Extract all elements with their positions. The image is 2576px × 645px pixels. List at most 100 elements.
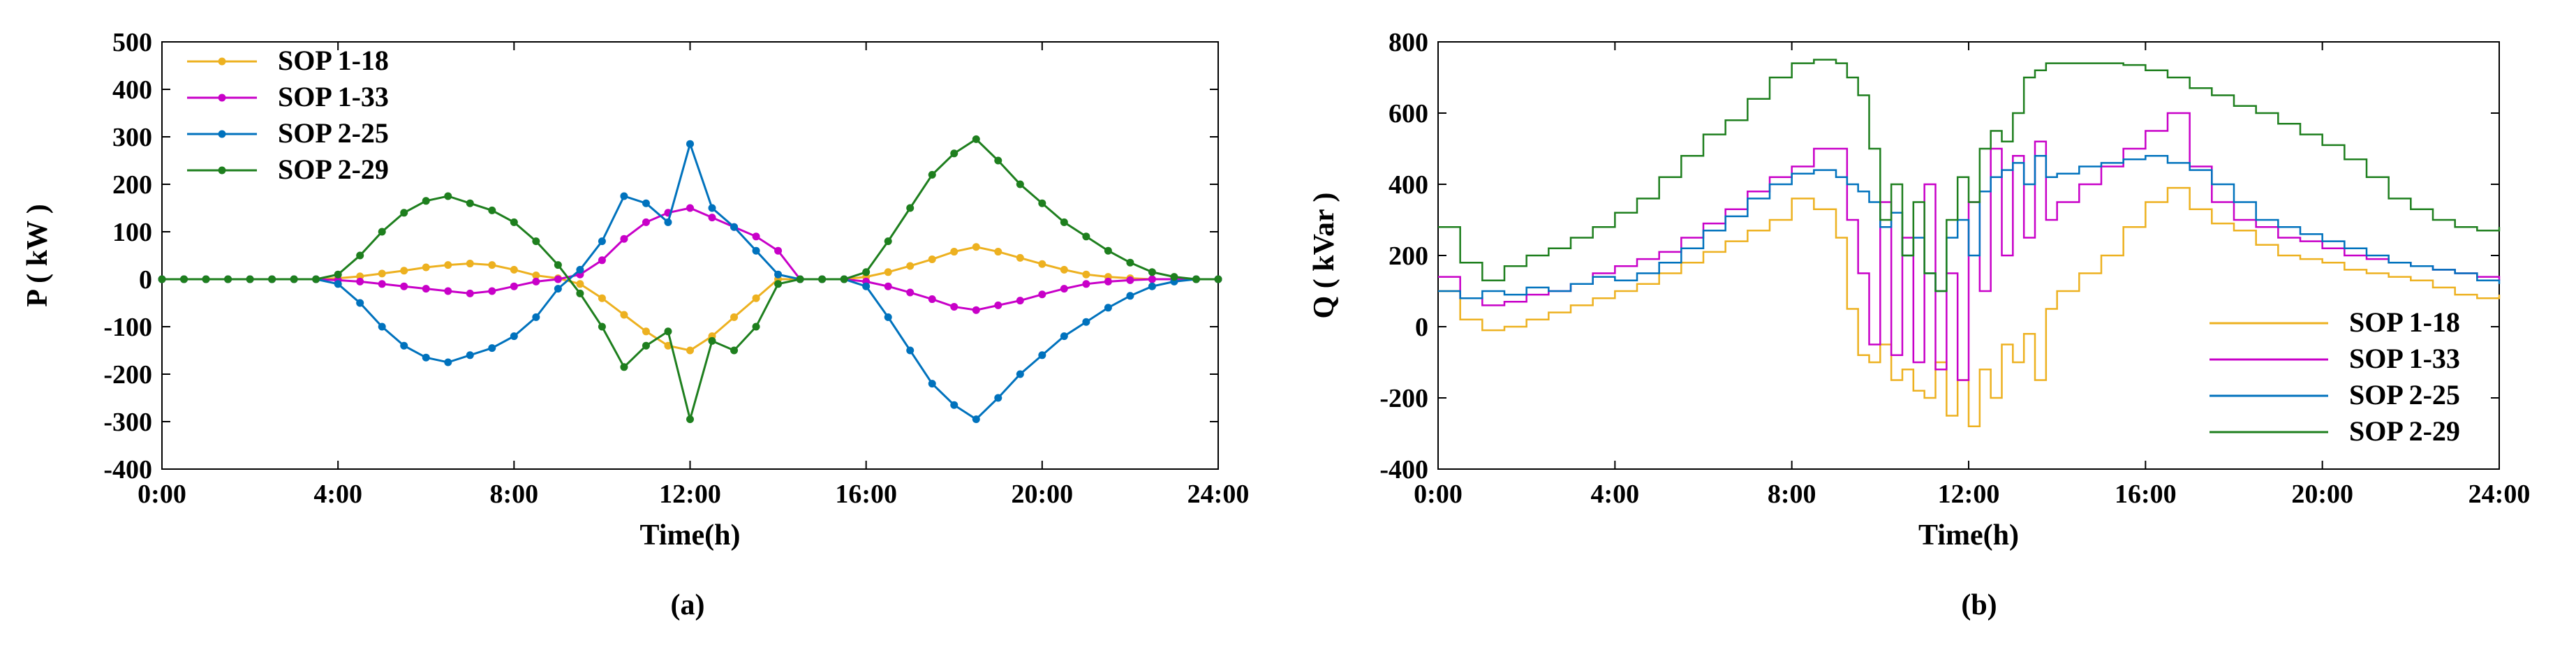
y-tick-label: 200 <box>1389 242 1428 271</box>
legend-marker <box>218 94 226 102</box>
data-point-sop-1-18 <box>1016 253 1024 262</box>
series-line-sop-1-33 <box>1438 112 2501 381</box>
y-tick-label: -100 <box>103 313 152 342</box>
data-point-sop-2-25 <box>862 282 871 290</box>
data-point-sop-2-29 <box>378 228 386 236</box>
legend-label: SOP 1-33 <box>278 81 389 112</box>
data-point-sop-2-29 <box>576 289 584 297</box>
x-tick-label: 4:00 <box>313 480 362 509</box>
legend-label: SOP 2-29 <box>2349 415 2460 447</box>
x-tick-label: 16:00 <box>2115 480 2177 509</box>
x-tick-label: 0:00 <box>138 480 186 509</box>
data-point-sop-2-29 <box>400 209 408 217</box>
data-point-sop-1-33 <box>642 218 650 226</box>
data-point-sop-1-33 <box>928 295 936 304</box>
data-point-sop-2-29 <box>708 336 716 345</box>
data-point-sop-1-18 <box>378 269 386 278</box>
data-point-sop-2-29 <box>1214 275 1222 283</box>
data-point-sop-1-18 <box>950 248 958 256</box>
y-tick-label: 500 <box>112 28 152 57</box>
data-point-sop-2-25 <box>400 341 408 350</box>
legend-label: SOP 1-18 <box>2349 306 2460 338</box>
data-point-sop-1-33 <box>1060 285 1068 293</box>
x-tick-label: 4:00 <box>1591 480 1640 509</box>
data-point-sop-2-25 <box>928 380 936 388</box>
data-point-sop-1-18 <box>994 248 1002 256</box>
data-point-sop-1-18 <box>1038 260 1046 268</box>
y-tick-label: 600 <box>1389 99 1428 128</box>
data-point-sop-1-33 <box>972 306 980 314</box>
data-point-sop-2-29 <box>488 206 496 214</box>
data-point-sop-2-29 <box>224 275 232 283</box>
data-point-sop-1-33 <box>686 204 694 212</box>
data-point-sop-2-29 <box>312 275 320 283</box>
data-point-sop-1-33 <box>994 301 1002 309</box>
chart-panel-a: -400 -300 -200 -100 0 100 200 300 400 500 0:00 4:00… <box>22 28 1249 551</box>
series-line-sop-1-33 <box>162 207 1218 311</box>
data-point-sop-2-29 <box>444 192 452 200</box>
data-point-sop-1-18 <box>928 255 936 263</box>
data-point-sop-2-29 <box>1148 268 1156 276</box>
data-point-sop-2-29 <box>158 275 166 283</box>
x-tick-label: 20:00 <box>2291 480 2353 509</box>
data-point-sop-2-25 <box>752 246 760 255</box>
x-tick-label: 16:00 <box>835 480 897 509</box>
panel-caption-b: (b) <box>1961 589 1997 621</box>
data-point-sop-1-33 <box>422 285 430 293</box>
data-point-sop-2-29 <box>554 261 562 269</box>
data-point-sop-2-29 <box>334 270 342 279</box>
data-point-sop-1-18 <box>730 313 739 321</box>
y-tick-label: -400 <box>1379 455 1428 484</box>
x-tick-label: 24:00 <box>1187 480 1250 509</box>
data-point-sop-2-25 <box>1016 370 1024 378</box>
data-point-sop-2-25 <box>334 280 342 288</box>
data-point-sop-2-29 <box>774 280 783 288</box>
x-tick-label: 0:00 <box>1414 480 1463 509</box>
data-point-sop-2-25 <box>950 401 958 409</box>
data-point-sop-2-29 <box>290 275 298 283</box>
chart-panel-b: -400 -200 0 200 400 600 800 0:00 4:00 8:00 12:00 16… <box>1308 28 2530 551</box>
data-point-sop-2-25 <box>972 415 980 424</box>
data-point-sop-1-33 <box>356 277 364 286</box>
data-point-sop-1-33 <box>444 287 452 295</box>
data-point-sop-2-29 <box>642 341 650 350</box>
data-point-sop-1-33 <box>708 214 716 222</box>
y-axis-label: P ( kW ) <box>22 204 54 306</box>
data-point-sop-1-33 <box>774 246 783 255</box>
series-line-sop-1-18 <box>162 246 1218 352</box>
data-point-sop-2-29 <box>686 415 694 424</box>
data-point-sop-2-25 <box>642 199 650 207</box>
data-point-sop-2-25 <box>708 204 716 212</box>
data-point-sop-1-33 <box>400 282 408 290</box>
legend-label: SOP 2-29 <box>278 154 389 185</box>
data-point-sop-2-29 <box>180 275 188 283</box>
data-point-sop-2-29 <box>1170 273 1178 281</box>
data-point-sop-2-25 <box>378 322 386 331</box>
data-point-sop-2-29 <box>532 237 540 246</box>
x-tick-label: 12:00 <box>1938 480 2000 509</box>
data-point-sop-1-33 <box>1038 290 1046 299</box>
data-point-sop-1-33 <box>884 282 892 290</box>
x-tick-label: 24:00 <box>2468 480 2531 509</box>
y-tick-label: -400 <box>103 455 152 484</box>
data-point-sop-2-29 <box>906 204 915 212</box>
data-point-sop-1-33 <box>1016 297 1024 305</box>
y-tick-label: -200 <box>1379 384 1428 413</box>
data-point-sop-2-25 <box>664 218 672 226</box>
data-point-sop-2-25 <box>1082 318 1090 326</box>
data-point-sop-1-18 <box>400 267 408 275</box>
y-tick-label: 0 <box>1415 313 1428 342</box>
y-axis-label: Q ( kVar ) <box>1308 193 1340 319</box>
y-tick-label: 300 <box>112 123 152 152</box>
data-point-sop-1-18 <box>1082 270 1090 279</box>
data-point-sop-2-29 <box>510 218 518 226</box>
data-point-sop-1-33 <box>532 277 540 286</box>
data-point-sop-1-18 <box>884 268 892 276</box>
legend-label: SOP 1-18 <box>278 45 389 76</box>
data-point-sop-2-29 <box>862 268 871 276</box>
x-tick-label: 20:00 <box>1012 480 1074 509</box>
data-point-sop-2-29 <box>1192 275 1200 283</box>
data-point-sop-1-18 <box>510 265 518 274</box>
data-point-sop-2-29 <box>202 275 210 283</box>
